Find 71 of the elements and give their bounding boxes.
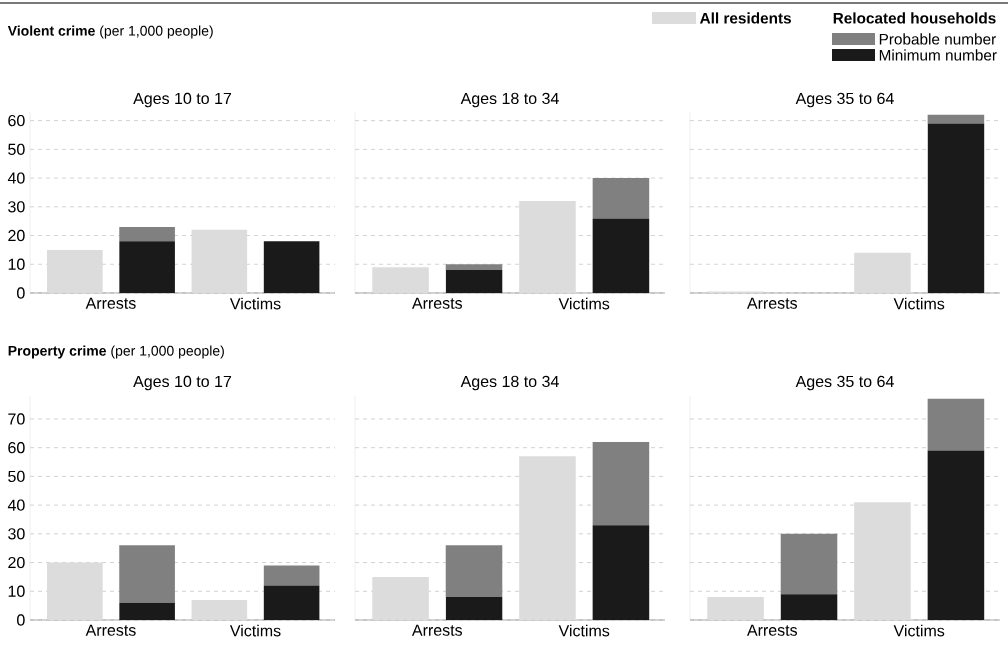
legend-label: Minimum number (879, 49, 997, 61)
chart-title: Ages 10 to 17 (133, 375, 232, 391)
y-tick-label: 10 (8, 585, 25, 597)
x-tick-label: Arrests (411, 297, 463, 309)
y-tick-label: 50 (8, 470, 25, 483)
chart-title: Ages 35 to 64 (795, 92, 894, 108)
x-tick-label: Victims (558, 624, 610, 637)
y-tick-label: 20 (8, 229, 25, 242)
text: Violent crime (per 1,000 people) (7, 25, 213, 39)
bar (119, 602, 175, 620)
bar (263, 585, 320, 620)
x-tick-label: Victims (893, 297, 945, 310)
bar (780, 533, 838, 595)
y-tick-label: 0 (17, 614, 25, 626)
x-tick-label: Victims (229, 624, 281, 637)
chart-title: Ages 10 to 17 (133, 92, 232, 108)
y-tick-label: 70 (8, 413, 25, 425)
x-tick-label: Victims (229, 297, 281, 310)
bar (854, 502, 911, 620)
bar (119, 241, 175, 293)
bar (592, 525, 650, 620)
bar (519, 201, 576, 293)
text: Property crime (per 1,000 people) (8, 345, 224, 359)
bar (445, 545, 503, 598)
bar (191, 599, 248, 620)
chart-title: Ages 35 to 64 (795, 375, 894, 391)
bar (191, 229, 248, 293)
x-tick-label: Victims (893, 624, 945, 637)
bar (445, 264, 503, 271)
x-tick-label: Arrests (746, 624, 798, 636)
y-tick-label: 0 (17, 287, 25, 299)
bar (780, 594, 838, 620)
legend-label: Probable number (879, 33, 996, 45)
y-tick-label: 60 (8, 114, 25, 127)
x-tick-label: Victims (558, 297, 610, 310)
bar (927, 123, 985, 293)
bar (445, 597, 503, 620)
chart-title: Ages 18 to 34 (460, 375, 559, 391)
bar (119, 226, 175, 242)
bar (263, 241, 320, 293)
bar (46, 249, 103, 293)
x-tick-label: Arrests (85, 297, 136, 309)
legend-title: Relocated households (833, 12, 996, 24)
bar (592, 441, 650, 526)
bar (592, 178, 650, 219)
chart-title: Ages 18 to 34 (460, 92, 559, 108)
bar (46, 562, 103, 620)
bar (854, 252, 911, 293)
y-tick-label: 30 (8, 528, 25, 540)
bar (592, 218, 650, 293)
bar (927, 450, 985, 620)
bar (519, 456, 576, 620)
bar (927, 398, 985, 451)
x-tick-label: Arrests (746, 297, 798, 309)
bar (372, 576, 429, 620)
bar (372, 267, 429, 293)
bar (119, 545, 175, 603)
bar (927, 114, 985, 124)
y-tick-label: 20 (8, 556, 25, 569)
bar (445, 270, 503, 293)
y-tick-label: 30 (8, 201, 25, 213)
x-tick-label: Arrests (411, 624, 463, 636)
bar (263, 565, 320, 586)
y-tick-label: 40 (7, 499, 25, 511)
legend-label: All residents (699, 12, 791, 24)
bar (707, 597, 764, 620)
x-tick-label: Arrests (85, 624, 136, 636)
y-tick-label: 60 (8, 442, 25, 454)
y-tick-label: 50 (8, 143, 25, 155)
y-tick-label: 40 (7, 172, 25, 184)
y-tick-label: 10 (8, 258, 25, 270)
